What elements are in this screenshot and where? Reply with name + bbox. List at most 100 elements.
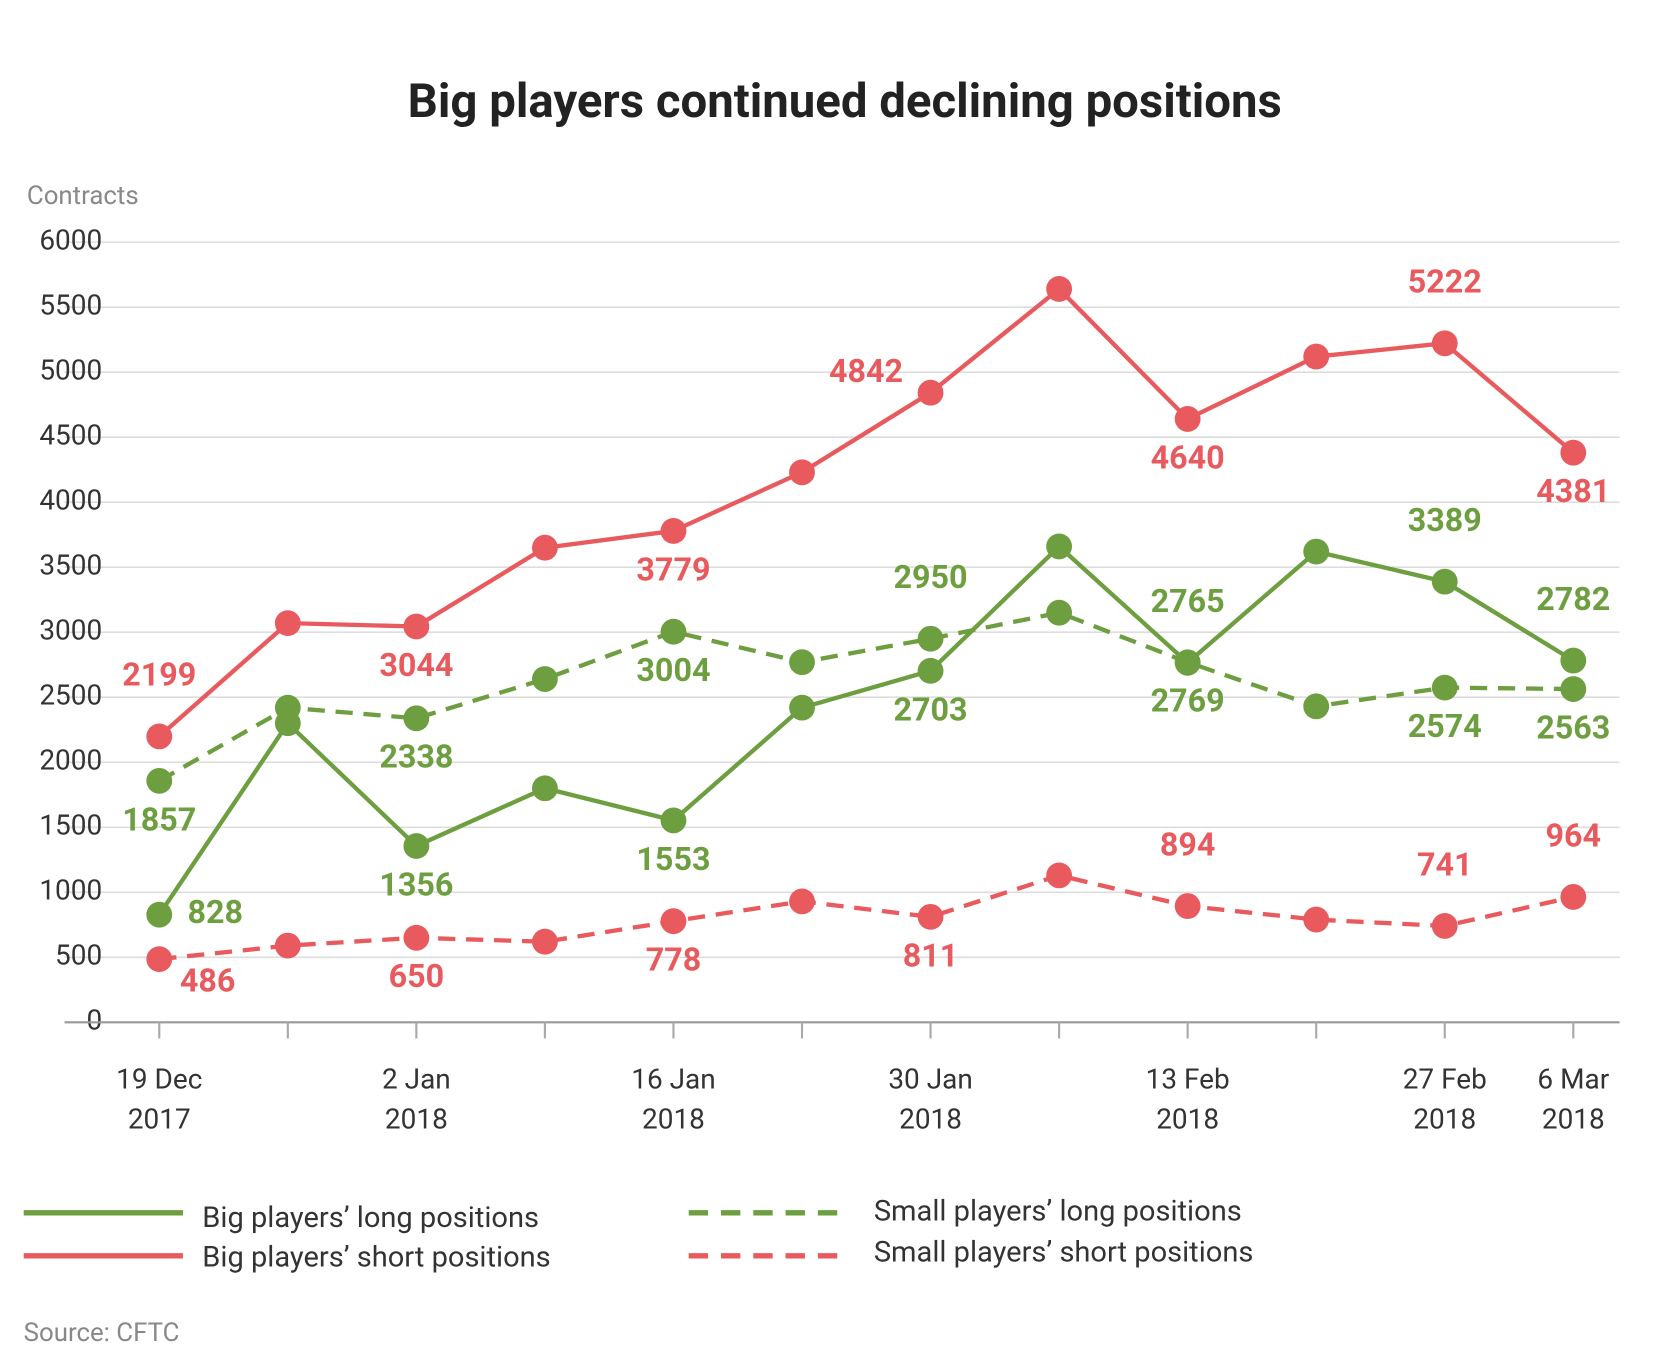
data-label: 964 xyxy=(1546,816,1602,854)
x-tick-label: 2 Jan 2018 xyxy=(382,1063,451,1136)
legend-label: Small players’ short positions xyxy=(874,1235,1254,1269)
y-tick-label: 6000 xyxy=(39,224,102,257)
point-marker xyxy=(1046,862,1073,889)
point-marker xyxy=(660,908,687,935)
x-tick-label: 30 Jan 2018 xyxy=(888,1063,972,1136)
point-marker xyxy=(403,613,430,640)
point-marker xyxy=(1174,406,1201,432)
point-marker xyxy=(531,534,558,561)
point-marker xyxy=(1303,538,1330,565)
point-marker xyxy=(1046,533,1073,560)
data-label: 1857 xyxy=(122,800,196,838)
source-note: Source: CFTC xyxy=(24,1318,180,1348)
point-marker xyxy=(403,705,430,732)
point-marker xyxy=(274,610,301,637)
data-label: 3389 xyxy=(1408,501,1482,539)
point-marker xyxy=(274,932,301,959)
point-marker xyxy=(660,518,687,544)
dashed-line xyxy=(159,873,1574,962)
y-axis-title: Contracts xyxy=(27,181,139,211)
point-marker xyxy=(403,924,430,951)
data-label: 2769 xyxy=(1151,682,1225,720)
data-label: 5222 xyxy=(1408,263,1482,301)
line xyxy=(157,544,1575,916)
data-labels: 828 1356 1553 2703 2765 3389 2782 2199 3044 3779 4… xyxy=(122,263,1610,1000)
point-marker xyxy=(531,928,558,955)
point-marker xyxy=(917,657,944,684)
point-marker xyxy=(1431,913,1458,939)
data-label: 2782 xyxy=(1536,580,1610,618)
y-tick-label: 2500 xyxy=(39,679,102,712)
point-marker xyxy=(1431,330,1458,357)
y-tick-label: 1500 xyxy=(39,809,102,842)
point-marker xyxy=(1431,674,1458,701)
point-marker xyxy=(1560,439,1587,466)
y-tick-label: 500 xyxy=(55,939,102,972)
point-marker xyxy=(531,666,558,692)
data-label: 741 xyxy=(1417,845,1473,883)
point-marker xyxy=(660,618,687,645)
point-marker xyxy=(1174,649,1201,676)
point-marker xyxy=(1303,693,1330,720)
y-tick-label: 3000 xyxy=(39,614,102,647)
data-label: 778 xyxy=(646,941,702,979)
point-marker xyxy=(274,694,301,721)
data-label: 4640 xyxy=(1151,438,1225,476)
legend-label: Big players’ long positions xyxy=(202,1201,539,1235)
x-tick-label: 27 Feb 2018 xyxy=(1403,1063,1487,1136)
point-marker xyxy=(146,723,173,750)
y-tick-label: 2000 xyxy=(39,744,102,777)
x-tick-label: 16 Jan 2018 xyxy=(631,1063,715,1136)
point-marker xyxy=(1046,276,1073,302)
point-marker xyxy=(146,767,173,794)
point-marker xyxy=(789,888,815,915)
point-marker xyxy=(146,946,173,973)
data-label: 2338 xyxy=(379,738,453,776)
data-label: 811 xyxy=(903,936,959,974)
dashed-line xyxy=(158,610,1574,783)
data-label: 4842 xyxy=(829,352,903,390)
point-marker xyxy=(531,775,558,802)
data-label: 2574 xyxy=(1408,707,1482,745)
data-label: 3779 xyxy=(636,550,710,588)
data-label: 2563 xyxy=(1536,708,1610,746)
point-marker xyxy=(1046,599,1073,626)
point-marker xyxy=(917,903,944,930)
x-tick-label: 19 Dec 2017 xyxy=(116,1063,202,1136)
y-tick-label: 0 xyxy=(86,1004,102,1037)
data-label: 486 xyxy=(180,961,236,999)
point-marker xyxy=(917,379,944,406)
y-tick-label: 5000 xyxy=(39,354,102,387)
point-marker xyxy=(403,833,430,859)
x-tick-label: 13 Feb 2018 xyxy=(1146,1063,1230,1136)
y-tick-label: 3500 xyxy=(39,549,102,582)
data-label: 2199 xyxy=(122,656,196,694)
point-marker xyxy=(1174,893,1201,919)
point-marker xyxy=(789,694,815,721)
point-marker xyxy=(1560,676,1587,702)
point-marker xyxy=(917,625,944,652)
point-marker xyxy=(146,901,173,928)
data-label: 2765 xyxy=(1151,582,1225,620)
point-marker xyxy=(1560,647,1587,674)
point-marker xyxy=(1303,343,1330,370)
legend-label: Big players’ short positions xyxy=(202,1241,550,1275)
x-tick-label: 6 Mar 2018 xyxy=(1537,1063,1609,1136)
point-marker xyxy=(789,649,815,676)
chart-title: Big players continued declining position… xyxy=(408,73,1282,129)
data-label: 894 xyxy=(1160,825,1216,863)
data-label: 1553 xyxy=(636,840,710,878)
legend: Big players’ long positions Big players’ … xyxy=(23,1194,1254,1275)
lines xyxy=(146,276,1587,973)
data-label: 650 xyxy=(389,957,445,995)
data-label: 828 xyxy=(187,893,243,931)
point-marker xyxy=(1303,906,1330,933)
data-label: 3004 xyxy=(636,651,710,689)
point-marker xyxy=(1560,884,1587,910)
y-tick-label: 5500 xyxy=(39,289,102,322)
y-tick-label: 4500 xyxy=(39,419,102,452)
data-label: 2703 xyxy=(894,690,968,728)
y-tick-label: 1000 xyxy=(39,874,102,907)
data-label: 1356 xyxy=(379,865,453,903)
